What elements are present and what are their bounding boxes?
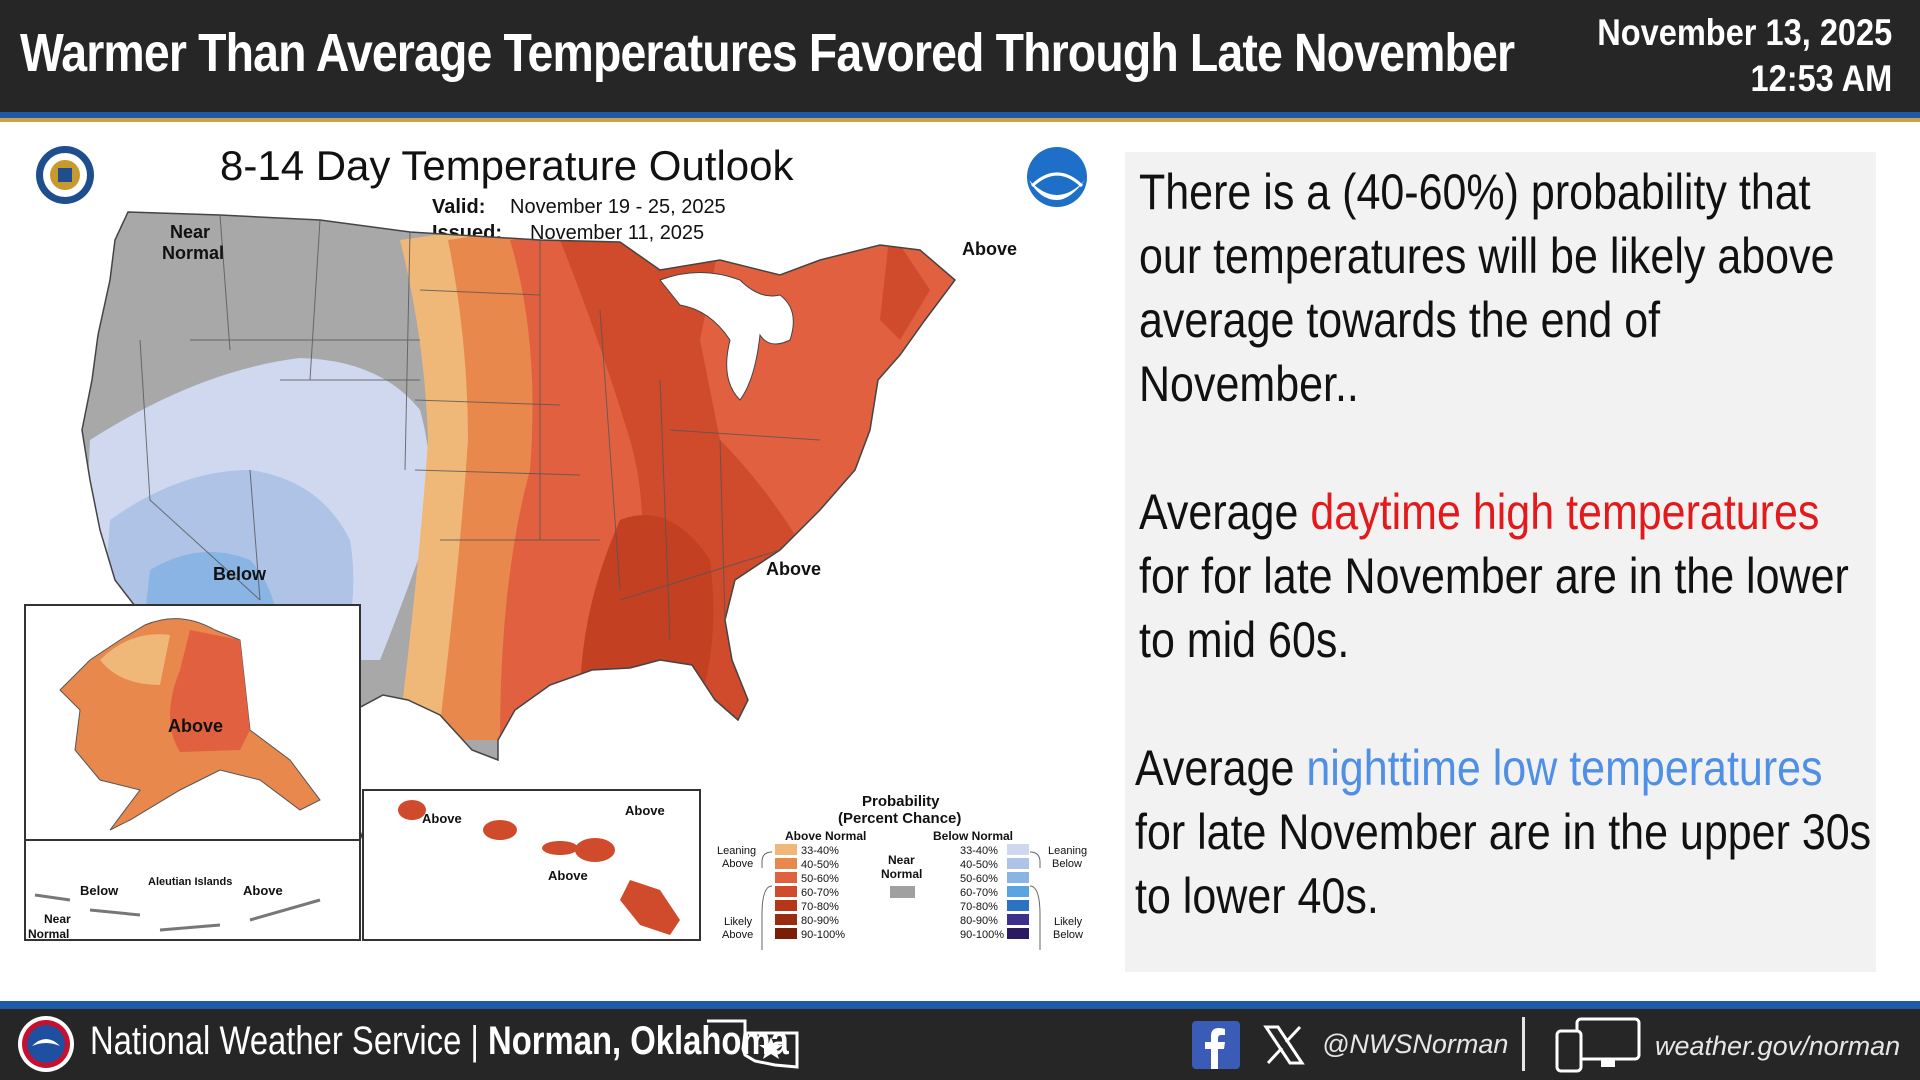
legend-leaning-below-1: Leaning (1048, 845, 1087, 857)
label-hawaii-above-1: Above (422, 811, 462, 826)
footer-location: Norman, Oklahoma (488, 1019, 789, 1063)
label-aleutian-near-2: Normal (28, 927, 69, 941)
legend-above-swatch (775, 914, 797, 925)
legend-above-range: 80-90% (801, 915, 839, 927)
footer-separator (1522, 1017, 1525, 1071)
header-timestamp: November 13, 2025 12:53 AM (1557, 10, 1892, 102)
legend-near-normal-swatch (890, 886, 915, 898)
legend-above-swatch (775, 928, 797, 939)
legend-near-normal-1: Near (888, 853, 915, 867)
map-valid-label: Valid: (432, 196, 485, 218)
page-title: Warmer Than Average Temperatures Favored… (20, 23, 1515, 83)
legend-below-range: 70-80% (960, 901, 998, 913)
legend-above-swatch (775, 844, 797, 855)
label-alaska-above: Above (168, 716, 223, 736)
legend-above-swatch (775, 858, 797, 869)
hawaii-inset: Above Above Above (362, 789, 701, 941)
header-divider-gold (0, 118, 1920, 122)
legend-below-range: 33-40% (960, 845, 998, 857)
legend-near-normal-2: Normal (881, 867, 922, 881)
label-above-northeast: Above (962, 239, 1017, 259)
label-near-normal-2: Normal (162, 243, 224, 263)
daytime-pre: Average (1139, 484, 1311, 540)
noaa-logo-icon (1027, 147, 1087, 207)
label-aleutian-near-1: Near (44, 912, 71, 926)
x-icon[interactable] (1262, 1023, 1306, 1067)
daytime-post: for for late November are in the lower t… (1139, 548, 1849, 668)
legend-below-range: 80-90% (960, 915, 998, 927)
label-aleutian-below: Below (80, 883, 119, 898)
legend-below-swatch (1007, 844, 1029, 855)
legend-above-range: 90-100% (801, 929, 845, 941)
map-title: 8-14 Day Temperature Outlook (220, 142, 795, 189)
legend-likely-above-2: Above (722, 929, 753, 941)
legend-below-range: 40-50% (960, 859, 998, 871)
footer-org-prefix: National Weather Service | (90, 1019, 489, 1063)
summary-probability-text: There is a (40-60%) probability that our… (1139, 164, 1835, 412)
footer-bar: National Weather Service | Norman, Oklah… (0, 1009, 1920, 1080)
legend-below-swatch (1007, 872, 1029, 883)
nighttime-highlight: nighttime low temperatures (1306, 740, 1823, 796)
footer-divider (0, 1001, 1920, 1009)
legend-below-swatch (1007, 858, 1029, 869)
legend-leaning-above-1: Leaning (717, 845, 756, 857)
label-above-southeast: Above (766, 559, 821, 579)
header-date: November 13, 2025 (1596, 12, 1892, 53)
legend-leaning-above-2: Above (722, 858, 753, 870)
legend-above-header: Above Normal (785, 829, 866, 843)
label-hawaii-above-3: Above (548, 868, 588, 883)
outlook-map-svg: 8-14 Day Temperature Outlook Valid: Nove… (24, 142, 1087, 950)
header-divider-blue (0, 112, 1920, 118)
summary-daytime-text: Average daytime high temperatures for fo… (1139, 480, 1879, 672)
legend-below-header: Below Normal (933, 829, 1013, 843)
probability-legend: Probability (Percent Chance) Above Norma… (717, 793, 1087, 950)
legend-above-swatch (775, 872, 797, 883)
legend-above-swatch (775, 886, 797, 897)
label-aleutian-above: Above (243, 883, 283, 898)
legend-above-range: 40-50% (801, 859, 839, 871)
temperature-outlook-map: 8-14 Day Temperature Outlook Valid: Nove… (20, 140, 1100, 985)
label-aleutian-title: Aleutian Islands (148, 876, 232, 888)
label-below-southwest: Below (213, 564, 267, 584)
oklahoma-star-icon (707, 1019, 799, 1069)
summary-nighttime-text: Average nighttime low temperatures for l… (1135, 736, 1875, 928)
computer-phone-icon (1555, 1017, 1641, 1073)
legend-below-swatch (1007, 886, 1029, 897)
alaska-inset: Above Below Aleutian Islands Above Near … (24, 604, 376, 941)
legend-title-2: (Percent Chance) (838, 810, 961, 827)
label-hawaii-above-2: Above (625, 803, 665, 818)
legend-below-swatch (1007, 928, 1029, 939)
doc-seal-icon (36, 146, 94, 204)
header-time: 12:53 AM (1750, 58, 1892, 99)
legend-above-range: 60-70% (801, 887, 839, 899)
legend-below-range: 60-70% (960, 887, 998, 899)
legend-below-range: 90-100% (960, 929, 1004, 941)
footer-org: National Weather Service | Norman, Oklah… (90, 1019, 789, 1064)
header-bar: Warmer Than Average Temperatures Favored… (0, 0, 1920, 112)
footer-website-link[interactable]: weather.gov/norman (1655, 1031, 1901, 1061)
legend-likely-below-1: Likely (1054, 916, 1083, 928)
legend-above-range: 50-60% (801, 873, 839, 885)
legend-above-range: 33-40% (801, 845, 839, 857)
legend-below-range: 50-60% (960, 873, 998, 885)
label-near-normal-1: Near (170, 222, 210, 242)
legend-above-swatch (775, 900, 797, 911)
legend-title-1: Probability (862, 793, 940, 810)
map-valid-value: November 19 - 25, 2025 (510, 196, 726, 218)
legend-likely-below-2: Below (1053, 929, 1083, 941)
legend-below-swatch (1007, 914, 1029, 925)
nighttime-pre: Average (1135, 740, 1307, 796)
facebook-icon[interactable] (1192, 1021, 1240, 1069)
legend-below-swatch (1007, 900, 1029, 911)
daytime-highlight: daytime high temperatures (1310, 484, 1820, 540)
legend-above-range: 70-80% (801, 901, 839, 913)
map-issued-value: November 11, 2025 (530, 222, 704, 244)
summary-panel: There is a (40-60%) probability that our… (1125, 152, 1876, 972)
nighttime-post: for late November are in the upper 30s t… (1135, 804, 1872, 924)
legend-leaning-below-2: Below (1052, 858, 1082, 870)
nws-logo-icon (18, 1016, 74, 1072)
legend-likely-above-1: Likely (724, 916, 753, 928)
footer-social-handle[interactable]: @NWSNorman (1322, 1029, 1509, 1059)
